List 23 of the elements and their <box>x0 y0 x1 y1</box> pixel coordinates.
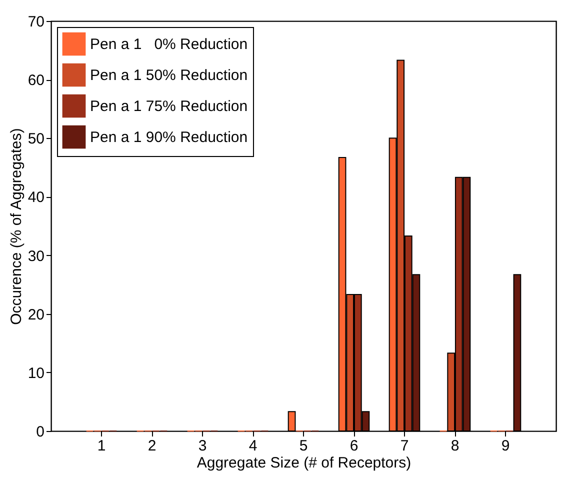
y-tick-label: 70 <box>28 14 44 30</box>
legend-label: Pen a 1 0% Reduction <box>90 36 248 53</box>
x-tick-label: 3 <box>198 438 207 454</box>
y-tick-label: 20 <box>28 306 44 324</box>
x-tick-label: 2 <box>148 438 156 454</box>
y-tick-label: 40 <box>28 189 44 206</box>
legend-label: Pen a 1 50% Reduction <box>90 67 248 84</box>
x-tick-label: 4 <box>248 438 258 454</box>
y-tick-label: 30 <box>28 248 44 265</box>
x-tick-label: 5 <box>299 438 308 454</box>
y-tick-label: 60 <box>28 72 44 90</box>
y-axis-title: Occurence (% of Aggregates) <box>8 128 25 325</box>
legend-label: Pen a 1 75% Reduction <box>90 98 248 115</box>
x-tick-label: 6 <box>350 438 358 454</box>
x-tick-label: 1 <box>97 438 106 454</box>
x-axis-title: Aggregate Size (# of Receptors) <box>196 454 412 472</box>
y-tick-label: 50 <box>28 130 44 148</box>
legend-label: Pen a 1 90% Reduction <box>90 129 248 146</box>
y-tick-label: 0 <box>36 424 44 440</box>
x-tick-label: 7 <box>400 438 409 454</box>
x-tick-label: 8 <box>450 438 460 454</box>
x-tick-label: 9 <box>501 438 510 454</box>
y-tick-label: 10 <box>28 364 44 382</box>
